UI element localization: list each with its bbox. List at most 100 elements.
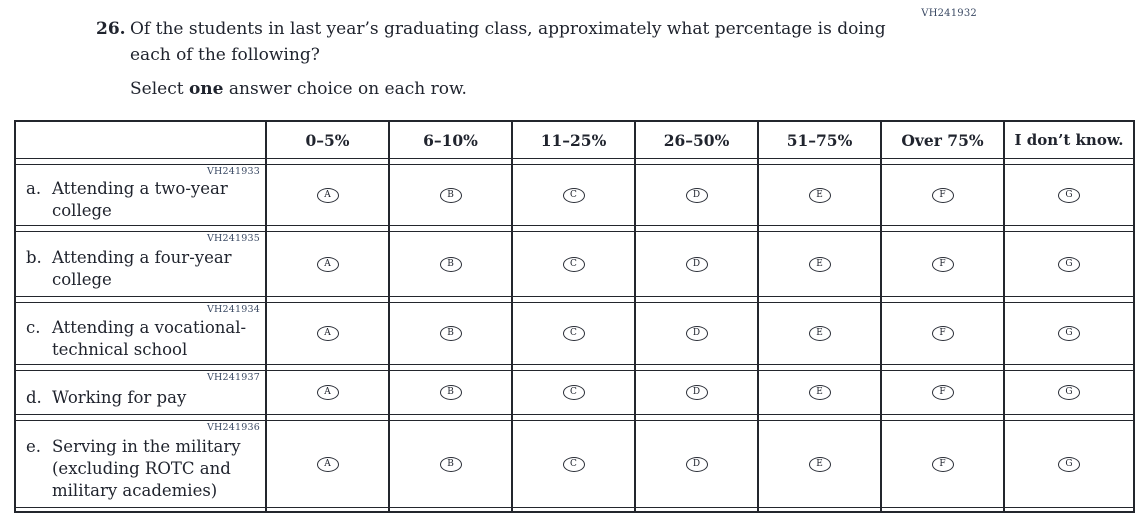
answer-cell: G <box>1005 370 1133 415</box>
row-divider <box>636 415 759 420</box>
answer-cell: A <box>267 164 390 226</box>
answer-bubble-c-E[interactable]: E <box>808 326 831 341</box>
row-divider <box>267 297 390 302</box>
answer-cell: D <box>636 420 759 508</box>
answer-bubble-a-C[interactable]: C <box>562 187 585 203</box>
answer-bubble-b-F[interactable]: F <box>931 256 954 272</box>
answer-bubble-d-G[interactable]: G <box>1058 385 1080 400</box>
row-label-d: Working for pay <box>52 388 187 407</box>
answer-bubble-d-A[interactable]: A <box>316 385 339 400</box>
answer-bubble-e-C[interactable]: C <box>562 456 585 472</box>
row-divider <box>267 365 390 370</box>
row-divider <box>636 159 759 164</box>
row-divider <box>390 159 513 164</box>
answer-bubble-c-A[interactable]: A <box>316 326 339 341</box>
answer-bubble-d-D[interactable]: D <box>685 385 708 400</box>
column-header-0-5: 0–5% <box>267 122 390 159</box>
answer-bubble-a-F[interactable]: F <box>931 187 954 203</box>
answer-cell: D <box>636 370 759 415</box>
row-letter-c: c. <box>26 317 41 337</box>
answer-cell: A <box>267 370 390 415</box>
answer-cell: B <box>390 420 513 508</box>
answer-cell: C <box>513 370 636 415</box>
question-block: 26. Of the students in last year’s gradu… <box>96 16 956 101</box>
row-divider <box>636 226 759 231</box>
answer-cell: D <box>636 302 759 365</box>
answer-cell: G <box>1005 164 1133 226</box>
answer-bubble-e-A[interactable]: A <box>316 456 339 472</box>
row-divider <box>759 365 882 370</box>
answer-bubble-c-D[interactable]: D <box>685 326 708 341</box>
answer-bubble-d-E[interactable]: E <box>808 385 831 400</box>
row-letter-a: a. <box>26 179 42 198</box>
row-divider <box>267 226 390 231</box>
answer-cell: F <box>882 420 1005 508</box>
answer-bubble-a-G[interactable]: G <box>1058 187 1080 203</box>
answer-bubble-e-E[interactable]: E <box>808 456 831 472</box>
item-accession-code: VH241932 <box>921 8 977 19</box>
row-divider <box>513 159 636 164</box>
answer-bubble-c-G[interactable]: G <box>1058 326 1080 341</box>
column-header-over-75: Over 75% <box>882 122 1005 159</box>
answer-bubble-b-B[interactable]: B <box>439 256 462 272</box>
header-empty-cell <box>16 122 267 159</box>
answer-bubble-b-D[interactable]: D <box>685 256 708 272</box>
answer-cell: E <box>759 302 882 365</box>
row-divider <box>882 297 1005 302</box>
column-header-11-25: 11–25% <box>513 122 636 159</box>
answer-cell: C <box>513 420 636 508</box>
answer-bubble-b-A[interactable]: A <box>316 256 339 272</box>
row-divider <box>390 415 513 420</box>
answer-cell: G <box>1005 420 1133 508</box>
answer-cell: F <box>882 164 1005 226</box>
row-letter-b: b. <box>26 248 42 267</box>
row-divider <box>16 226 267 231</box>
answer-bubble-d-C[interactable]: C <box>562 385 585 400</box>
answer-bubble-a-D[interactable]: D <box>685 187 708 203</box>
answer-cell: C <box>513 231 636 297</box>
answer-cell: B <box>390 370 513 415</box>
answer-cell: E <box>759 164 882 226</box>
instruction-suffix: answer choice on each row. <box>223 79 467 99</box>
answer-cell: E <box>759 370 882 415</box>
answer-bubble-c-B[interactable]: B <box>439 326 462 341</box>
row-divider <box>16 365 267 370</box>
answer-bubble-b-E[interactable]: E <box>808 256 831 272</box>
answer-bubble-e-B[interactable]: B <box>439 456 462 472</box>
row-divider <box>267 508 390 511</box>
instruction-bold-word: one <box>188 79 224 99</box>
answer-cell: A <box>267 302 390 365</box>
row-divider <box>759 297 882 302</box>
answer-cell: C <box>513 164 636 226</box>
row-divider <box>267 159 390 164</box>
question-number: 26. <box>96 19 126 39</box>
answer-bubble-e-F[interactable]: F <box>931 456 954 472</box>
row-divider <box>16 508 267 511</box>
row-code-e: VH241936 <box>206 422 260 433</box>
row-label-e: Serving in the military (excluding ROTC … <box>52 437 241 500</box>
answer-bubble-c-F[interactable]: F <box>931 326 954 341</box>
answer-bubble-c-C[interactable]: C <box>562 326 585 341</box>
row-divider <box>513 508 636 511</box>
answer-bubble-a-E[interactable]: E <box>808 187 831 203</box>
answer-bubble-b-G[interactable]: G <box>1058 256 1080 272</box>
answer-bubble-e-G[interactable]: G <box>1058 456 1080 472</box>
row-letter-d: d. <box>26 388 42 407</box>
row-divider <box>390 226 513 231</box>
question-instruction: Select one answer choice on each row. <box>130 77 956 101</box>
row-divider <box>759 159 882 164</box>
answer-bubble-d-F[interactable]: F <box>931 385 954 400</box>
answer-bubble-a-A[interactable]: A <box>316 187 339 203</box>
answer-bubble-b-C[interactable]: C <box>562 256 585 272</box>
answer-matrix-table: 0–5% 6–10% 11–25% 26–50% 51–75% Over 75%… <box>14 120 1135 513</box>
row-divider <box>16 159 267 164</box>
answer-bubble-a-B[interactable]: B <box>439 187 462 203</box>
answer-cell: F <box>882 231 1005 297</box>
column-header-6-10: 6–10% <box>390 122 513 159</box>
answer-bubble-d-B[interactable]: B <box>439 385 462 400</box>
row-stem-d: VH241937 d. Working for pay <box>16 370 267 415</box>
answer-bubble-e-D[interactable]: D <box>685 456 708 472</box>
answer-cell: A <box>267 420 390 508</box>
answer-cell: F <box>882 370 1005 415</box>
